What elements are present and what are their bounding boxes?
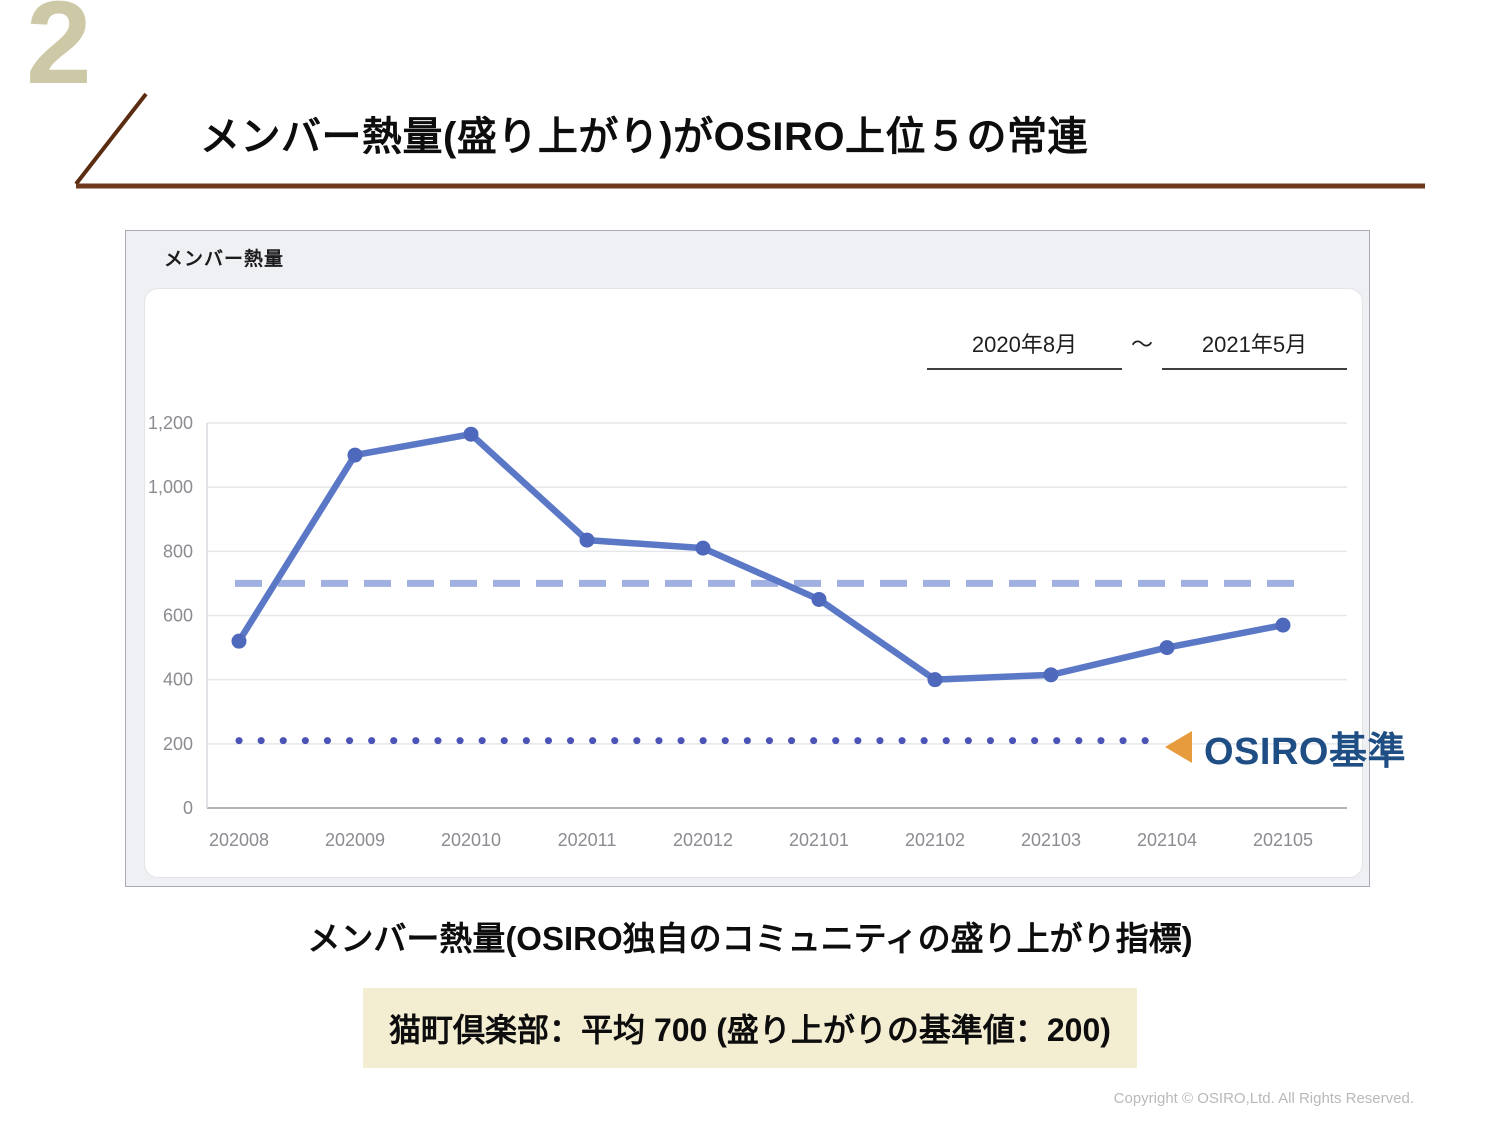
title-accent-lines (74, 92, 1425, 189)
svg-text:200: 200 (163, 734, 193, 754)
panel-title: メンバー熱量 (164, 249, 285, 270)
svg-text:202012: 202012 (673, 830, 733, 850)
copyright: Copyright © OSIRO,Ltd. All Rights Reserv… (1113, 1090, 1414, 1107)
chart-caption: メンバー熱量(OSIRO独自のコミュニティの盛り上がり指標) (307, 920, 1193, 957)
date-range-separator: ～ (1130, 332, 1153, 357)
svg-text:202008: 202008 (209, 830, 269, 850)
date-to-field[interactable]: 2021年5月 (1162, 327, 1347, 370)
svg-text:202103: 202103 (1021, 830, 1081, 850)
svg-text:202010: 202010 (441, 830, 501, 850)
svg-text:1,000: 1,000 (148, 477, 193, 497)
chart-card: 2020年8月 ～ 2021年5月 0 200 400 600 800 1,000 1,20… (144, 288, 1405, 878)
line-chart: 0 200 400 600 800 1,000 1,200 202008 202009 20201… (148, 413, 1347, 850)
date-range: 2020年8月 ～ 2021年5月 (927, 327, 1347, 370)
benchmark-label: OSIRO基準 (1204, 730, 1406, 773)
svg-text:202105: 202105 (1253, 830, 1313, 850)
svg-text:0: 0 (183, 798, 193, 818)
benchmark-arrow-icon (1165, 731, 1192, 764)
highlight-box: 猫町倶楽部：平均 700 (盛り上がりの基準値：200) (363, 988, 1137, 1068)
svg-text:202011: 202011 (558, 830, 617, 850)
svg-text:202101: 202101 (789, 830, 849, 850)
svg-text:600: 600 (163, 606, 193, 626)
highlight-text: 猫町倶楽部：平均 700 (盛り上がりの基準値：200) (389, 1012, 1111, 1048)
date-from-field[interactable]: 2020年8月 (927, 327, 1122, 370)
accent-diagonal-line (74, 92, 148, 186)
chart-panel: メンバー熱量 2020年8月 ～ 2021年5月 0 200 400 600 800 1,… (125, 230, 1405, 887)
svg-text:202102: 202102 (905, 830, 965, 850)
slide-number: 2 (26, 0, 92, 109)
page-title: メンバー熱量(盛り上がり)がOSIRO上位５の常連 (200, 115, 1089, 159)
svg-text:800: 800 (163, 541, 193, 561)
svg-text:202009: 202009 (325, 830, 385, 850)
svg-text:1,200: 1,200 (148, 413, 193, 433)
svg-text:202104: 202104 (1137, 830, 1197, 850)
svg-text:400: 400 (163, 670, 193, 690)
benchmark-annotation: OSIRO基準 (1165, 720, 1406, 775)
